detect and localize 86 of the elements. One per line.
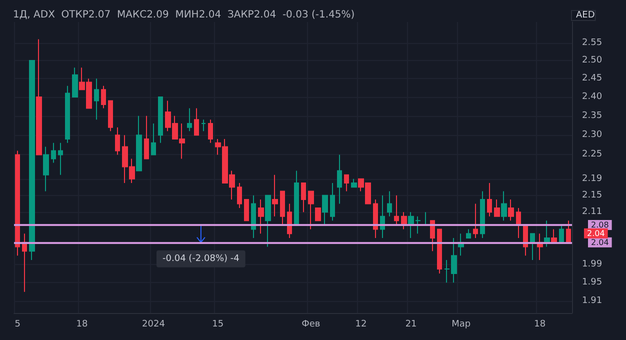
candlestick bbox=[344, 174, 349, 192]
candlestick bbox=[530, 233, 535, 261]
candlestick bbox=[559, 224, 564, 243]
candlestick bbox=[294, 170, 299, 226]
x-tick-label: 5 bbox=[14, 320, 20, 330]
x-tick-label: 21 bbox=[405, 320, 417, 330]
y-tick-label: 2.30 bbox=[582, 130, 602, 140]
candlestick bbox=[487, 182, 492, 217]
candlestick bbox=[29, 60, 35, 261]
candlestick bbox=[401, 212, 407, 230]
x-tick-label: 12 bbox=[355, 320, 367, 330]
candlestick bbox=[65, 85, 70, 144]
candlestick bbox=[516, 207, 521, 238]
candlestick bbox=[15, 150, 20, 256]
ref-line-label: 2.04 bbox=[591, 238, 609, 247]
candlestick bbox=[544, 220, 550, 248]
candlestick bbox=[258, 199, 264, 234]
candlestick bbox=[330, 182, 335, 222]
candlestick bbox=[466, 228, 471, 238]
candlestick bbox=[322, 194, 328, 226]
candlestick bbox=[494, 199, 500, 217]
y-tick-label: 2.40 bbox=[582, 92, 602, 102]
candlestick bbox=[394, 194, 399, 226]
candlestick bbox=[108, 100, 113, 132]
candlestick bbox=[301, 182, 306, 213]
y-tick-label: 2.50 bbox=[582, 56, 602, 66]
candlestick bbox=[151, 122, 156, 156]
x-tick-label: 18 bbox=[76, 320, 88, 330]
candlestick bbox=[373, 199, 378, 238]
x-tick-label: 18 bbox=[534, 320, 546, 330]
candlestick bbox=[351, 178, 357, 188]
candlestick bbox=[337, 154, 342, 204]
y-tick-label: 1.91 bbox=[582, 296, 602, 306]
y-tick-label: 2.11 bbox=[582, 207, 602, 218]
y-tick-label: 2.35 bbox=[582, 110, 602, 121]
candlestick bbox=[194, 108, 199, 136]
candlestick bbox=[380, 194, 385, 238]
x-tick-label: 2024 bbox=[142, 320, 166, 330]
candlestick bbox=[387, 190, 392, 217]
candlestick bbox=[51, 142, 56, 164]
y-tick-label: 2.19 bbox=[582, 174, 602, 184]
candlestick bbox=[187, 108, 192, 132]
candlestick bbox=[136, 115, 142, 172]
annotation: -0.04 (-2.08%) -4 bbox=[162, 254, 240, 264]
y-axis-title: AED bbox=[576, 10, 595, 20]
candlestick bbox=[201, 119, 206, 132]
candlestick bbox=[551, 228, 557, 243]
candlestick bbox=[508, 199, 514, 222]
chart-title: 1Д, ADX ОТКР2.07 МАКС2.09 МИН2.04 ЗАКР2.04 -0.03 (-1.45%) bbox=[13, 10, 355, 20]
candlestick bbox=[36, 38, 42, 156]
y-tick-label: 2.45 bbox=[582, 74, 602, 84]
y-tick-label: 2.55 bbox=[582, 38, 602, 48]
candlestick bbox=[208, 119, 213, 144]
candlestick bbox=[315, 207, 321, 222]
candlestick bbox=[566, 220, 571, 243]
candlestick bbox=[115, 126, 120, 156]
candlestick bbox=[280, 190, 285, 226]
y-tick-label: 1.95 bbox=[582, 278, 602, 288]
candlestick bbox=[308, 190, 314, 230]
candlestick bbox=[158, 96, 163, 144]
candlestick bbox=[58, 142, 63, 176]
ref-line-label: 2.08 bbox=[591, 220, 609, 230]
y-tick-label: 1.99 bbox=[582, 260, 602, 270]
candlestick bbox=[144, 115, 149, 160]
candlestick bbox=[244, 199, 249, 222]
candlestick bbox=[287, 203, 292, 238]
x-tick-label: Мар bbox=[452, 320, 471, 330]
candlestick bbox=[473, 203, 478, 238]
candlestick bbox=[72, 67, 78, 98]
candlestick bbox=[22, 233, 27, 292]
candlestick bbox=[265, 194, 271, 248]
candlestick bbox=[101, 85, 106, 109]
candlestick bbox=[237, 182, 242, 208]
y-tick-label: 2.15 bbox=[582, 190, 602, 200]
text: 2.04 bbox=[587, 228, 605, 238]
candlestick bbox=[430, 220, 435, 252]
x-tick-label: Фев bbox=[302, 320, 320, 330]
candlestick bbox=[94, 78, 99, 120]
candlestick bbox=[251, 194, 256, 238]
y-tick-label: 2.25 bbox=[582, 150, 602, 160]
candlestick bbox=[437, 228, 442, 274]
x-tick-label: 15 bbox=[212, 320, 224, 330]
candlestick bbox=[480, 190, 485, 238]
candlestick bbox=[43, 146, 49, 192]
candlestick bbox=[272, 174, 278, 217]
candlestick bbox=[501, 190, 507, 222]
